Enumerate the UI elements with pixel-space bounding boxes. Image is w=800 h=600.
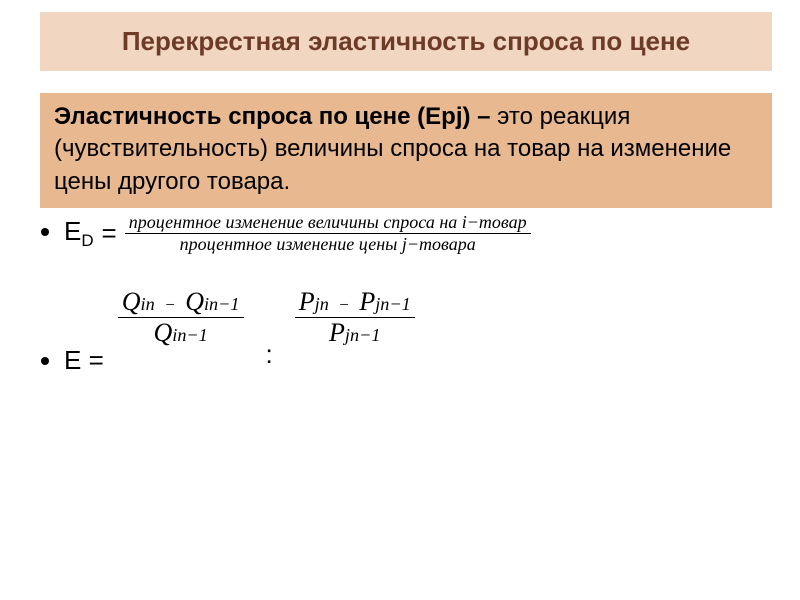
e-equals: E = — [64, 345, 104, 376]
fraction-q: Qin − Qin−1 Qin−1 — [118, 287, 244, 348]
bullet-list: ED = процентное изменение величины спрос… — [40, 212, 772, 376]
slide-title: Перекрестная эластичность спроса по цене — [40, 12, 772, 71]
p-jn: P — [299, 287, 315, 316]
fraction-q-den: Qin−1 — [149, 318, 211, 348]
equals-sign: = — [102, 218, 117, 249]
fraction-q-num: Qin − Qin−1 — [118, 287, 244, 317]
p-jn1-sub: jn−1 — [375, 294, 411, 314]
definition-term: Эластичность спроса по цене (Epj) – — [54, 103, 491, 130]
fraction-text: процентное изменение величины спроса на … — [125, 212, 531, 255]
definition-box: Эластичность спроса по цене (Epj) – это … — [40, 93, 772, 208]
q-den-sub: in−1 — [172, 325, 208, 345]
q-in1-sub: in−1 — [204, 294, 240, 314]
p-jn1: P — [359, 287, 375, 316]
ratio-colon: : — [264, 339, 275, 376]
bullet-formula-2: E = Qin − Qin−1 Qin−1 : Pjn — [64, 315, 772, 376]
p-jn-sub: jn — [315, 294, 329, 314]
ed-symbol: ED — [64, 216, 94, 251]
p-den-sub: jn−1 — [345, 325, 381, 345]
q-in1: Q — [185, 287, 204, 316]
ed-d-sub: D — [81, 231, 93, 250]
fraction-numerator: процентное изменение величины спроса на … — [125, 212, 531, 233]
q-in: Q — [122, 287, 141, 316]
q-den: Q — [153, 318, 172, 347]
fraction-p-den: Pjn−1 — [325, 318, 384, 348]
q-in-sub: in — [141, 294, 155, 314]
slide: Перекрестная эластичность спроса по цене… — [0, 0, 800, 600]
p-den: P — [329, 318, 345, 347]
fraction-p: Pjn − Pjn−1 Pjn−1 — [295, 287, 415, 348]
bullet-formula-1: ED = процентное изменение величины спрос… — [64, 212, 772, 255]
ed-e: E — [64, 216, 81, 246]
fraction-p-num: Pjn − Pjn−1 — [295, 287, 415, 317]
fraction-denominator: процентное изменение цены j−товара — [176, 234, 480, 255]
